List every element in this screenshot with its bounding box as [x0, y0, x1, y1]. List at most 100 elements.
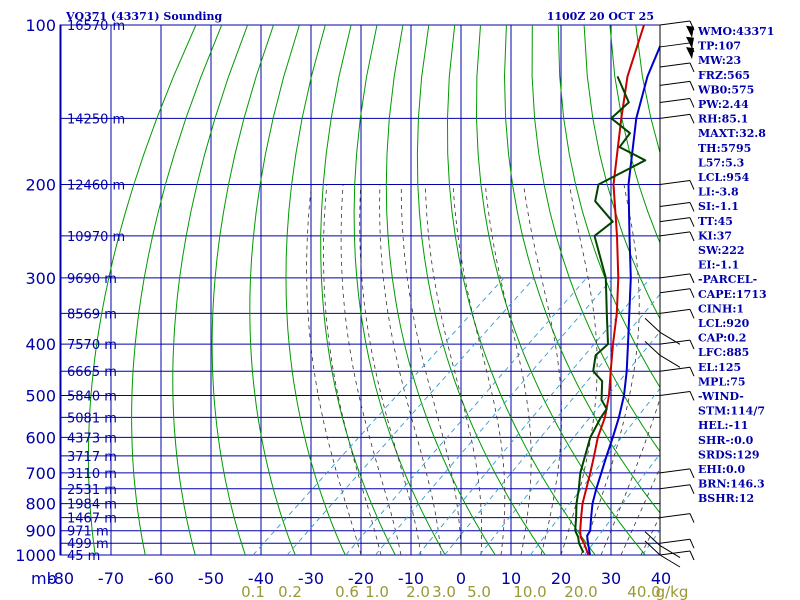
wind-barb-flag: [689, 231, 695, 242]
index-label: LCL:920: [698, 317, 750, 330]
mixing-ratio-label: 0.6: [335, 583, 359, 600]
wind-barb-flag: [689, 180, 695, 190]
wind-barb-flag: [689, 484, 695, 494]
height-label: 9690 m: [67, 272, 117, 287]
temp-tick-label: 0: [456, 569, 466, 588]
moist-adiabat: [600, 397, 660, 555]
dry-adiabat: [353, 25, 446, 555]
temp-tick-label: -30: [298, 569, 324, 588]
index-label: EHI:0.0: [698, 463, 745, 476]
index-label: SRDS:129: [698, 448, 760, 461]
wind-barb: [644, 317, 661, 333]
dry-adiabat: [211, 25, 274, 555]
height-label: 6665 m: [67, 365, 117, 380]
mixing-ratio-line: [345, 277, 587, 555]
wind-barb-flag: [689, 538, 695, 549]
wind-barb-flag: [689, 366, 695, 377]
height-label: 7570 m: [67, 338, 117, 353]
wind-barb: [659, 42, 691, 48]
mixing-ratio-label: 10.0: [513, 583, 546, 600]
wind-barb: [659, 390, 691, 396]
series-parcel: [586, 43, 660, 555]
index-label: LI:-3.8: [698, 186, 739, 199]
moist-adiabat: [523, 184, 562, 555]
index-label: SHR-:0.0: [698, 434, 754, 447]
height-label: 1984 m: [67, 498, 117, 513]
pressure-tick-label: 900: [25, 522, 56, 541]
wind-barb: [659, 354, 681, 368]
mixing-ratio-label: 1.0: [365, 583, 389, 600]
wind-barb: [659, 538, 691, 544]
pressure-tick-label: 1000: [15, 546, 56, 565]
index-label: EI:-1.1: [698, 259, 739, 272]
series-dewpoint: [574, 76, 647, 554]
temp-tick-label: -80: [48, 569, 74, 588]
index-label: CAPE:1713: [698, 288, 767, 301]
height-label: 12460 m: [67, 179, 125, 194]
wind-barb: [659, 339, 691, 345]
wind-pennant: [686, 25, 694, 38]
wind-barb: [659, 80, 691, 86]
wind-barb: [659, 513, 691, 519]
index-label: LCL:954: [698, 171, 750, 184]
pressure-tick-label: 100: [25, 16, 56, 35]
wind-barb-flag: [689, 550, 695, 561]
index-label: HEL:-11: [698, 419, 748, 432]
wind-barb: [659, 288, 691, 294]
dry-adiabat: [131, 25, 223, 555]
pressure-tick-label: 800: [25, 495, 56, 514]
mixing-ratio-line: [286, 277, 535, 555]
height-label: 16570 m: [67, 19, 125, 34]
index-label: KI:37: [698, 229, 732, 242]
dry-adiabat: [172, 25, 249, 555]
mixing-ratio-label: 5.0: [467, 583, 491, 600]
wind-barb-flag: [689, 114, 695, 124]
wind-barb: [659, 180, 691, 186]
moist-adiabat: [340, 184, 402, 555]
index-label: CAP:0.2: [698, 332, 746, 345]
temp-tick-label: -70: [98, 569, 124, 588]
dry-adiabat: [446, 25, 596, 555]
wind-barb: [659, 231, 691, 237]
wind-barb-flag: [689, 339, 695, 350]
height-label: 14250 m: [67, 112, 125, 127]
index-label: TH:5795: [698, 142, 751, 155]
dry-adiabat: [765, 25, 800, 555]
mixing-ratio-line: [252, 277, 505, 555]
index-label: RH:85.1: [698, 113, 748, 126]
temp-tick-label: -60: [148, 569, 174, 588]
mixing-ratio-label: 3.0: [432, 583, 456, 600]
height-label: 2531 m: [67, 483, 117, 498]
moist-adiabat: [306, 184, 362, 555]
height-label: 1467 m: [67, 512, 117, 527]
chart-title: VQ371 (43371) Sounding: [65, 10, 223, 23]
pressure-tick-label: 200: [25, 176, 56, 195]
wind-pennant: [686, 36, 694, 49]
dry-adiabat: [583, 25, 660, 320]
temp-tick-label: 20: [551, 569, 571, 588]
moist-adiabat: [323, 184, 382, 555]
temp-tick-label: -10: [398, 569, 424, 588]
dry-adiabat: [385, 25, 496, 555]
index-label: BSHR:12: [698, 492, 754, 505]
temp-tick-label: -50: [198, 569, 224, 588]
index-label: MW:23: [698, 54, 741, 67]
mixing-ratio-label: 2.0: [406, 583, 430, 600]
wind-barb-flag: [689, 309, 695, 319]
wind-barb: [659, 20, 691, 26]
pressure-tick-label: 300: [25, 269, 56, 288]
moist-adiabat: [580, 184, 640, 555]
temp-tick-label: 10: [501, 569, 521, 588]
temp-tick-label: 40: [651, 569, 671, 588]
dry-adiabat: [503, 25, 660, 514]
pressure-tick-label: 500: [25, 386, 56, 405]
wind-barb: [659, 331, 681, 345]
adiabat-lines: [87, 25, 800, 555]
wind-barb: [659, 545, 681, 559]
wind-barb-flag: [689, 273, 695, 284]
wind-barb: [659, 366, 691, 372]
wind-barb-flag: [689, 391, 695, 401]
index-label: SI:-1.1: [698, 200, 739, 213]
